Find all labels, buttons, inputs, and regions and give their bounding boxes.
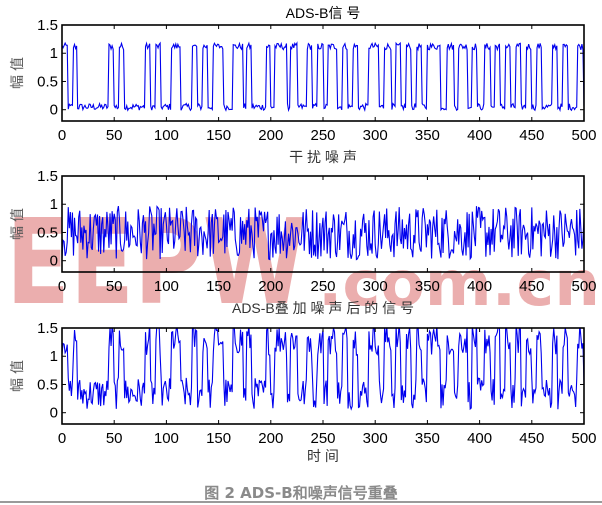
x-tick-label: 100 xyxy=(154,278,179,295)
x-tick-label: 100 xyxy=(154,430,179,447)
x-tick-label: 200 xyxy=(258,127,283,144)
x-tick-label: 200 xyxy=(258,278,283,295)
x-tick-label: 0 xyxy=(58,430,66,447)
x-tick-label: 200 xyxy=(258,430,283,447)
subplot-title: ADS-B信 号 xyxy=(286,5,361,21)
subplot-title: ADS-B叠 加 噪 声 后 的 信 号 xyxy=(232,300,414,316)
x-tick-label: 300 xyxy=(363,430,388,447)
x-tick-label: 450 xyxy=(519,127,544,144)
x-tick-label: 400 xyxy=(467,278,492,295)
x-tick-label: 400 xyxy=(467,430,492,447)
x-axis-label: 时 间 xyxy=(307,448,339,464)
x-tick-label: 300 xyxy=(363,127,388,144)
y-tick-label: 1.5 xyxy=(37,17,58,34)
y-tick-label: 0.5 xyxy=(37,376,58,393)
x-tick-label: 250 xyxy=(310,278,335,295)
y-tick-label: 0.5 xyxy=(37,73,58,90)
data-line xyxy=(62,205,584,261)
x-tick-label: 100 xyxy=(154,127,179,144)
x-tick-label: 250 xyxy=(310,430,335,447)
figure-caption: 图 2 ADS-B和噪声信号重叠 xyxy=(204,484,398,502)
x-tick-label: 450 xyxy=(519,278,544,295)
y-tick-label: 1.5 xyxy=(37,168,58,185)
x-tick-label: 50 xyxy=(106,430,123,447)
x-tick-label: 150 xyxy=(206,430,231,447)
x-tick-label: 350 xyxy=(415,430,440,447)
y-axis-label: 幅 值 xyxy=(9,360,25,392)
subplot-title: 干 扰 噪 声 xyxy=(289,149,357,165)
x-tick-label: 150 xyxy=(206,278,231,295)
subplot-adsb-plus-noise: ADS-B叠 加 噪 声 后 的 信 号 幅 值 0 50 100 150 200 250… xyxy=(9,300,597,464)
x-tick-label: 400 xyxy=(467,127,492,144)
y-tick-label: 0 xyxy=(50,405,58,422)
data-line xyxy=(62,328,584,411)
x-tick-label: 250 xyxy=(310,127,335,144)
x-tick-label: 50 xyxy=(106,278,123,295)
watermark-com-cn: .com.cn xyxy=(318,247,600,320)
x-tick-label: 500 xyxy=(571,278,596,295)
y-tick-label: 1 xyxy=(50,196,58,213)
x-tick-label: 500 xyxy=(571,430,596,447)
x-tick-label: 300 xyxy=(363,278,388,295)
data-line xyxy=(62,41,584,113)
x-tick-label: 500 xyxy=(571,127,596,144)
y-tick-label: 0.5 xyxy=(37,224,58,241)
subplot-adsb-signal: ADS-B信 号 幅 值 0 50 100 150 200 250 300 350 400 450… xyxy=(9,5,597,144)
y-tick-label: 1 xyxy=(50,348,58,365)
x-tick-label: 150 xyxy=(206,127,231,144)
x-tick-label: 0 xyxy=(58,127,66,144)
x-tick-label: 350 xyxy=(415,278,440,295)
x-tick-label: 450 xyxy=(519,430,544,447)
divider xyxy=(0,501,602,503)
subplot-interference-noise: 干 扰 噪 声 幅 值 0 50 100 150 200 250 300 350 400 450 5… xyxy=(9,149,597,295)
x-tick-label: 350 xyxy=(415,127,440,144)
y-tick-label: 1.5 xyxy=(37,320,58,337)
x-tick-label: 50 xyxy=(106,127,123,144)
y-tick-label: 1 xyxy=(50,45,58,62)
x-tick-label: 0 xyxy=(58,278,66,295)
y-axis-label: 幅 值 xyxy=(9,57,25,89)
y-tick-label: 0 xyxy=(50,253,58,270)
y-tick-label: 0 xyxy=(50,102,58,119)
y-axis-label: 幅 值 xyxy=(9,208,25,240)
